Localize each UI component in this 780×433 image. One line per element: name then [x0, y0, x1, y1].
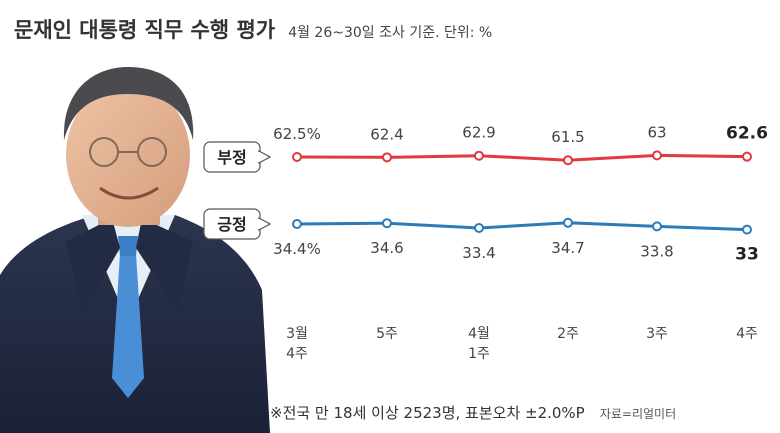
data-point-positive-5: [652, 221, 662, 232]
series-line-positive: [296, 221, 748, 232]
data-label: 62.4: [370, 125, 403, 143]
data-source: 자료=리얼미터: [599, 407, 677, 421]
data-point-negative-6: [742, 151, 752, 162]
data-point-positive-1: [292, 219, 302, 229]
x-tick-label-1: 3월 4주: [286, 326, 308, 362]
data-label: 62.9: [462, 124, 495, 142]
data-point-positive-2: [382, 218, 392, 229]
data-label: 63: [647, 123, 666, 141]
x-tick-label-6: 4주: [736, 326, 758, 342]
x-tick-label-3: 4월 1주: [468, 326, 490, 362]
x-tick-label-2: 5주: [376, 326, 398, 342]
series-name: 긍정: [217, 215, 246, 234]
data-point-positive-3: [474, 223, 484, 233]
data-label: 61.5: [551, 128, 584, 146]
chart-title: 문재인 대통령 직무 수행 평가: [14, 18, 276, 42]
chart-header: 문재인 대통령 직무 수행 평가 4월 26~30일 조사 기준. 단위: %: [14, 14, 492, 44]
data-point-positive-6: [742, 224, 752, 235]
data-label: 62.6: [726, 124, 768, 144]
series-line-negative: [296, 153, 748, 162]
data-label: 34.6: [370, 239, 403, 257]
x-tick-label-4: 2주: [557, 326, 579, 342]
series-tag-negative: 부정: [203, 141, 272, 173]
series-tag-positive: 긍정: [203, 208, 272, 240]
series-name: 부정: [217, 148, 246, 167]
chart-subtitle: 4월 26~30일 조사 기준. 단위: %: [288, 25, 493, 41]
x-tick-label-5: 3주: [646, 326, 668, 342]
data-point-negative-3: [474, 150, 484, 161]
data-label: 33.4: [462, 244, 495, 262]
president-photo: [0, 66, 270, 433]
data-point-positive-4: [563, 217, 573, 228]
data-label: 34.4%: [273, 240, 321, 258]
data-label: 33.8: [640, 242, 673, 260]
survey-note: ※전국 만 18세 이상 2523명, 표본오차 ±2.0%P: [270, 404, 585, 422]
chart-footer: ※전국 만 18세 이상 2523명, 표본오차 ±2.0%P 자료=리얼미터: [270, 402, 676, 423]
data-point-negative-5: [652, 150, 662, 161]
data-point-negative-1: [292, 152, 302, 162]
data-label: 62.5%: [273, 125, 321, 143]
data-label: 33: [735, 245, 759, 265]
data-point-negative-2: [382, 152, 392, 163]
data-point-negative-4: [563, 155, 573, 166]
data-label: 34.7: [551, 239, 584, 257]
